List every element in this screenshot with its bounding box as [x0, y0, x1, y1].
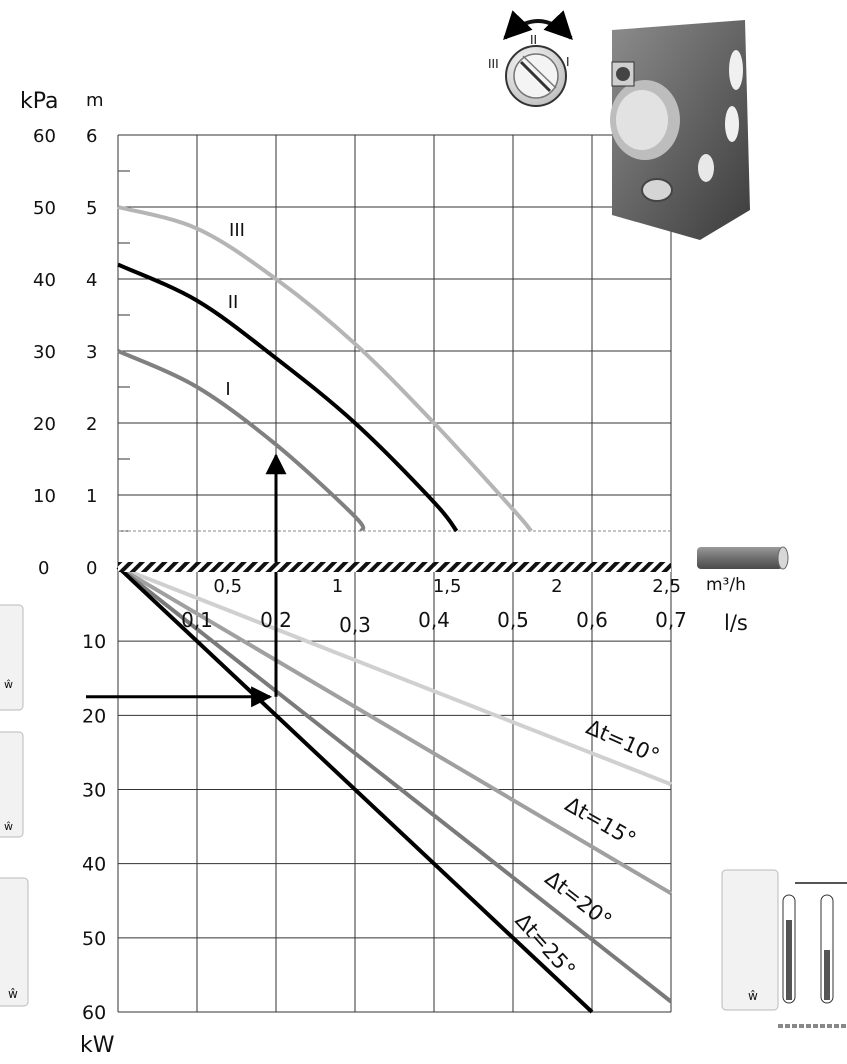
y-tick-kpa: 40 [33, 270, 56, 291]
y-tick-m: 1 [86, 486, 97, 507]
svg-text:ŵ: ŵ [8, 987, 18, 1001]
svg-text:ŵ: ŵ [4, 820, 13, 833]
x-unit-m3h: m³/h [706, 575, 746, 595]
y-tick-m: 0 [86, 558, 97, 579]
unit-label-m: m [86, 90, 104, 111]
y-tick-kpa: 20 [33, 414, 56, 435]
y-tick-kw: 20 [82, 705, 106, 727]
y-tick-kw: 30 [82, 780, 106, 802]
dt-line [117, 565, 672, 787]
curve-label-ii: II [228, 292, 239, 313]
svg-text:ŵ: ŵ [748, 989, 758, 1003]
y-tick-kw: 40 [82, 854, 106, 876]
chart-grid [117, 134, 672, 1013]
svg-text:ŵ: ŵ [4, 678, 13, 691]
y-tick-kpa: 60 [33, 126, 56, 147]
y-tick-kpa: 30 [33, 342, 56, 363]
temperature-delta-lines: Δt=10°Δt=15°Δt=20°Δt=25° [86, 453, 673, 1014]
x-tick-m3h: 2 [551, 576, 562, 597]
dt-line [116, 565, 594, 1014]
y-tick-kw: 10 [82, 631, 106, 653]
x-tick-ls: 0,1 [181, 608, 213, 632]
pump-curve-iii [117, 205, 533, 533]
x-tick-m3h: 0,5 [213, 576, 242, 597]
y-tick-kpa: 10 [33, 486, 56, 507]
y-tick-kpa: 50 [33, 198, 56, 219]
dt-line [116, 565, 673, 896]
x-tick-m3h: 1 [332, 576, 343, 597]
x-tick-ls: 0,2 [260, 608, 292, 632]
curve-label-iii: III [229, 220, 245, 241]
boiler-icon-left-3: ŵ [0, 877, 29, 1007]
pump-curve-i [117, 349, 366, 533]
knob-label-ii: II [530, 33, 537, 47]
x-tick-m3h: 1,5 [433, 576, 462, 597]
y-tick-m: 6 [86, 126, 97, 147]
boiler-with-thermometers-icon: ŵ [721, 869, 847, 1028]
boiler-icon-left-2: ŵ [0, 731, 24, 838]
curve-label-i: I [225, 379, 230, 400]
hatched-zero-axis [118, 562, 671, 572]
x-tick-ls: 0,4 [418, 608, 450, 632]
y-tick-kw: 50 [82, 928, 106, 950]
y-tick-m: 2 [86, 414, 97, 435]
pump-selector-knob-icon: III II I [488, 10, 573, 107]
boiler-icon-left-1: ŵ [0, 604, 24, 711]
x-tick-ls: 0,7 [655, 608, 687, 632]
pump-curve-ii [117, 262, 459, 533]
y-tick-m: 3 [86, 342, 97, 363]
x-tick-ls: 0,6 [576, 608, 608, 632]
y-tick-kw: 60 [82, 1002, 106, 1024]
dt-label: Δt=20° [540, 866, 616, 933]
dt-label: Δt=15° [561, 792, 640, 851]
unit-label-kw: kW [80, 1033, 115, 1058]
unit-label-kpa: kPa [20, 89, 59, 114]
y-tick-kpa: 0 [38, 558, 49, 579]
y-tick-m: 4 [86, 270, 97, 291]
pipe-icon [697, 546, 789, 570]
knob-label-iii: III [488, 57, 499, 71]
x-tick-m3h: 2,5 [652, 576, 681, 597]
y-tick-m: 5 [86, 198, 97, 219]
dt-line [116, 565, 673, 1004]
knob-label-i: I [566, 55, 570, 69]
x-unit-ls: l/s [724, 611, 748, 635]
x-tick-ls: 0,3 [339, 613, 371, 637]
dt-label: Δt=10° [583, 715, 663, 768]
x-tick-ls: 0,5 [497, 608, 529, 632]
pump-unit-image [610, 20, 750, 240]
